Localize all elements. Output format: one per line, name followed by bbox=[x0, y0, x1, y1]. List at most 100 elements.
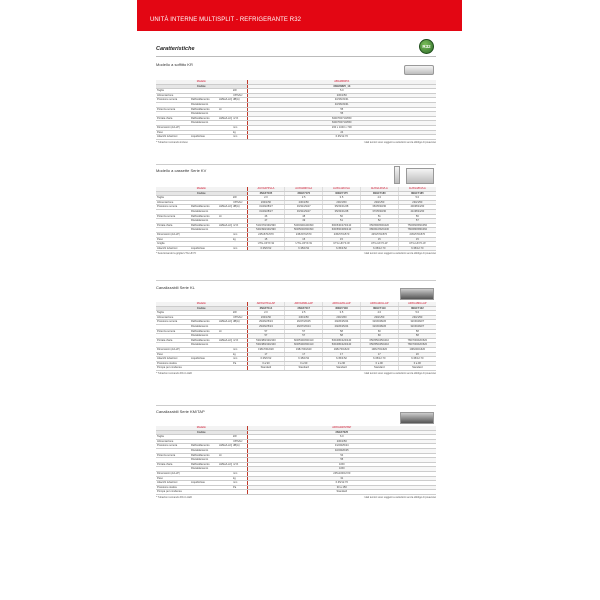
row-label: Attacchi tubazioni bbox=[156, 134, 190, 140]
row-label bbox=[156, 448, 190, 454]
section-title: Canalizzabili Serie KM/TAP bbox=[156, 409, 205, 414]
row-speed: Hi/Me/Lo/Q bbox=[218, 204, 232, 210]
table-row: Pressione sonora Raffreddamento Hi/Me/Lo/Q… bbox=[156, 204, 436, 210]
cell-value: 780/700/620/520 bbox=[397, 338, 436, 344]
disclaimer: I dati tecnici sono soggetti a variazion… bbox=[363, 371, 436, 375]
row-unit bbox=[232, 107, 248, 113]
row-sublabel bbox=[190, 439, 218, 445]
cell-value: 60 bbox=[359, 333, 399, 339]
cell-value: 0 a 90 bbox=[322, 361, 361, 367]
cell-value: 6.35/9.52 bbox=[284, 356, 323, 362]
cell-value: 32/30/28/27 bbox=[397, 324, 436, 330]
row-sublabel: Riscaldamento bbox=[190, 102, 218, 108]
cell-value: 29/26/25/24 bbox=[246, 319, 285, 325]
row-unit bbox=[232, 209, 248, 215]
row-speed bbox=[218, 466, 232, 472]
row-label: Portata d'aria bbox=[156, 223, 190, 229]
model-row: Modello AUXG07KVLA AUXG09KVLA AUXG12KVLA AUX… bbox=[156, 187, 436, 192]
model-label: Modello bbox=[156, 80, 248, 85]
divider bbox=[156, 164, 436, 165]
cell-value: 540/490/440/390 bbox=[246, 227, 285, 233]
row-label: Dimensioni (AxLxP) bbox=[156, 125, 190, 131]
table-row: Dimensioni (AxLxP) mm 198x700x620 198x700x6… bbox=[156, 347, 436, 353]
row-speed: Hi bbox=[218, 329, 232, 335]
row-unit bbox=[232, 120, 248, 126]
cell-value: 46 bbox=[246, 214, 285, 220]
ceiling-unit-image bbox=[404, 65, 434, 75]
row-sublabel: Raffreddamento bbox=[190, 223, 218, 229]
page-header-banner: UNITÀ INTERNE MULTISPLIT - REFRIGERANTE … bbox=[137, 0, 462, 31]
model-name: AUXG07KVLA bbox=[246, 187, 285, 192]
row-sublabel: Liquido/Gas bbox=[190, 134, 218, 140]
cell-value: 5.0 bbox=[397, 195, 436, 201]
row-sublabel: Liquido/Gas bbox=[190, 246, 218, 252]
row-label bbox=[156, 333, 190, 339]
row-sublabel bbox=[190, 361, 218, 367]
cell-value: 40/38/34/30 bbox=[397, 204, 436, 210]
cell-value: 17 bbox=[322, 352, 361, 358]
row-label bbox=[156, 102, 190, 108]
cell-value: 230/1/50 bbox=[397, 315, 436, 321]
model-name: AUXG14KVLA bbox=[359, 187, 399, 192]
row-speed bbox=[218, 457, 232, 463]
cell-value: 29/27/26/25 bbox=[284, 319, 323, 325]
row-sublabel: Riscaldamento bbox=[190, 333, 218, 339]
row-label: Potenza sonora bbox=[156, 214, 190, 220]
cell-value: 230/1/50 bbox=[284, 315, 323, 321]
model-name: ARXG07KLLAP bbox=[246, 302, 285, 307]
cell-value: 15 bbox=[397, 237, 436, 243]
row-label: Pressione sonora bbox=[156, 319, 190, 325]
table-row: Riscaldamento 840/760/710/650 bbox=[156, 120, 436, 126]
row-sublabel bbox=[190, 352, 218, 358]
row-speed: Hi/Me/Lo/Q bbox=[218, 97, 232, 103]
remote-control-image bbox=[394, 166, 400, 184]
cell-value: UTG-UFYF-W bbox=[284, 241, 323, 247]
row-speed bbox=[218, 476, 232, 482]
row-unit: mm bbox=[232, 232, 248, 238]
row-sublabel bbox=[190, 489, 218, 495]
code-row: Codice 3NGF7025 bbox=[156, 430, 436, 436]
row-label bbox=[156, 209, 190, 215]
section-title: Modello a soffitto KR bbox=[156, 62, 193, 67]
cell-value: 57 bbox=[246, 333, 285, 339]
row-label: Griglia bbox=[156, 241, 190, 247]
row-unit: kW bbox=[232, 434, 248, 440]
row-unit bbox=[232, 365, 248, 371]
row-speed bbox=[218, 342, 232, 348]
cell-value: 0 a 90 bbox=[284, 361, 323, 367]
cell-value: 245x570x570 bbox=[322, 232, 361, 238]
cell-value: UTG-UFYF-W bbox=[359, 241, 399, 247]
row-label: Pressione statica bbox=[156, 485, 190, 491]
cell-value: 245x570x570 bbox=[246, 232, 285, 238]
row-label: Dimensioni (AxLxP) bbox=[156, 232, 190, 238]
section-title: Modello a cassette Serie KV bbox=[156, 168, 207, 173]
table-row: Pressione sonora Raffreddamento Hi/Me/Lo/Q… bbox=[156, 97, 436, 103]
row-sublabel: Raffreddamento bbox=[190, 453, 218, 459]
section-kv: Modello a cassette Serie KV Modello AUXG07… bbox=[156, 168, 436, 255]
table-row: Pompa per condensa Standard Standard Standa… bbox=[156, 365, 436, 371]
product-code: 3NGF7119 bbox=[359, 306, 399, 312]
row-sublabel bbox=[190, 471, 218, 477]
cell-value: 198x700x620 bbox=[246, 347, 285, 353]
section-kr: Modello a soffitto KR Modello ABG18KRTA Cod… bbox=[156, 62, 436, 144]
section-kmtap: Canalizzabili Serie KM/TAP Modello ARXG24K… bbox=[156, 409, 436, 499]
row-label bbox=[156, 466, 190, 472]
row-sublabel bbox=[190, 88, 218, 94]
row-label: Alimentazione bbox=[156, 439, 190, 445]
row-unit bbox=[232, 227, 248, 233]
model-name: AUXG12KVLA bbox=[322, 187, 361, 192]
footnote: * Tubazioni comando incluso bbox=[156, 140, 188, 144]
cell-value: 530/480/420/440 bbox=[246, 338, 285, 344]
cell-value: 750/660/560/450 bbox=[397, 223, 436, 229]
row-speed bbox=[218, 227, 232, 233]
divider bbox=[156, 56, 436, 57]
cell-value: Standard bbox=[246, 365, 285, 371]
row-speed bbox=[218, 439, 232, 445]
cell-value: 32/30/28/26 bbox=[359, 319, 399, 325]
cell-value: 230/1/50 bbox=[359, 315, 399, 321]
row-unit bbox=[232, 457, 248, 463]
cell-value: 6.35/12.70 bbox=[246, 480, 436, 486]
cell-value: 41/38/34/30 bbox=[397, 209, 436, 215]
spec-table: Modello ARXG07KLLAP ARXG09KLLAP ARXG12KLLAP… bbox=[156, 302, 436, 371]
cell-value: 58 bbox=[322, 329, 361, 335]
